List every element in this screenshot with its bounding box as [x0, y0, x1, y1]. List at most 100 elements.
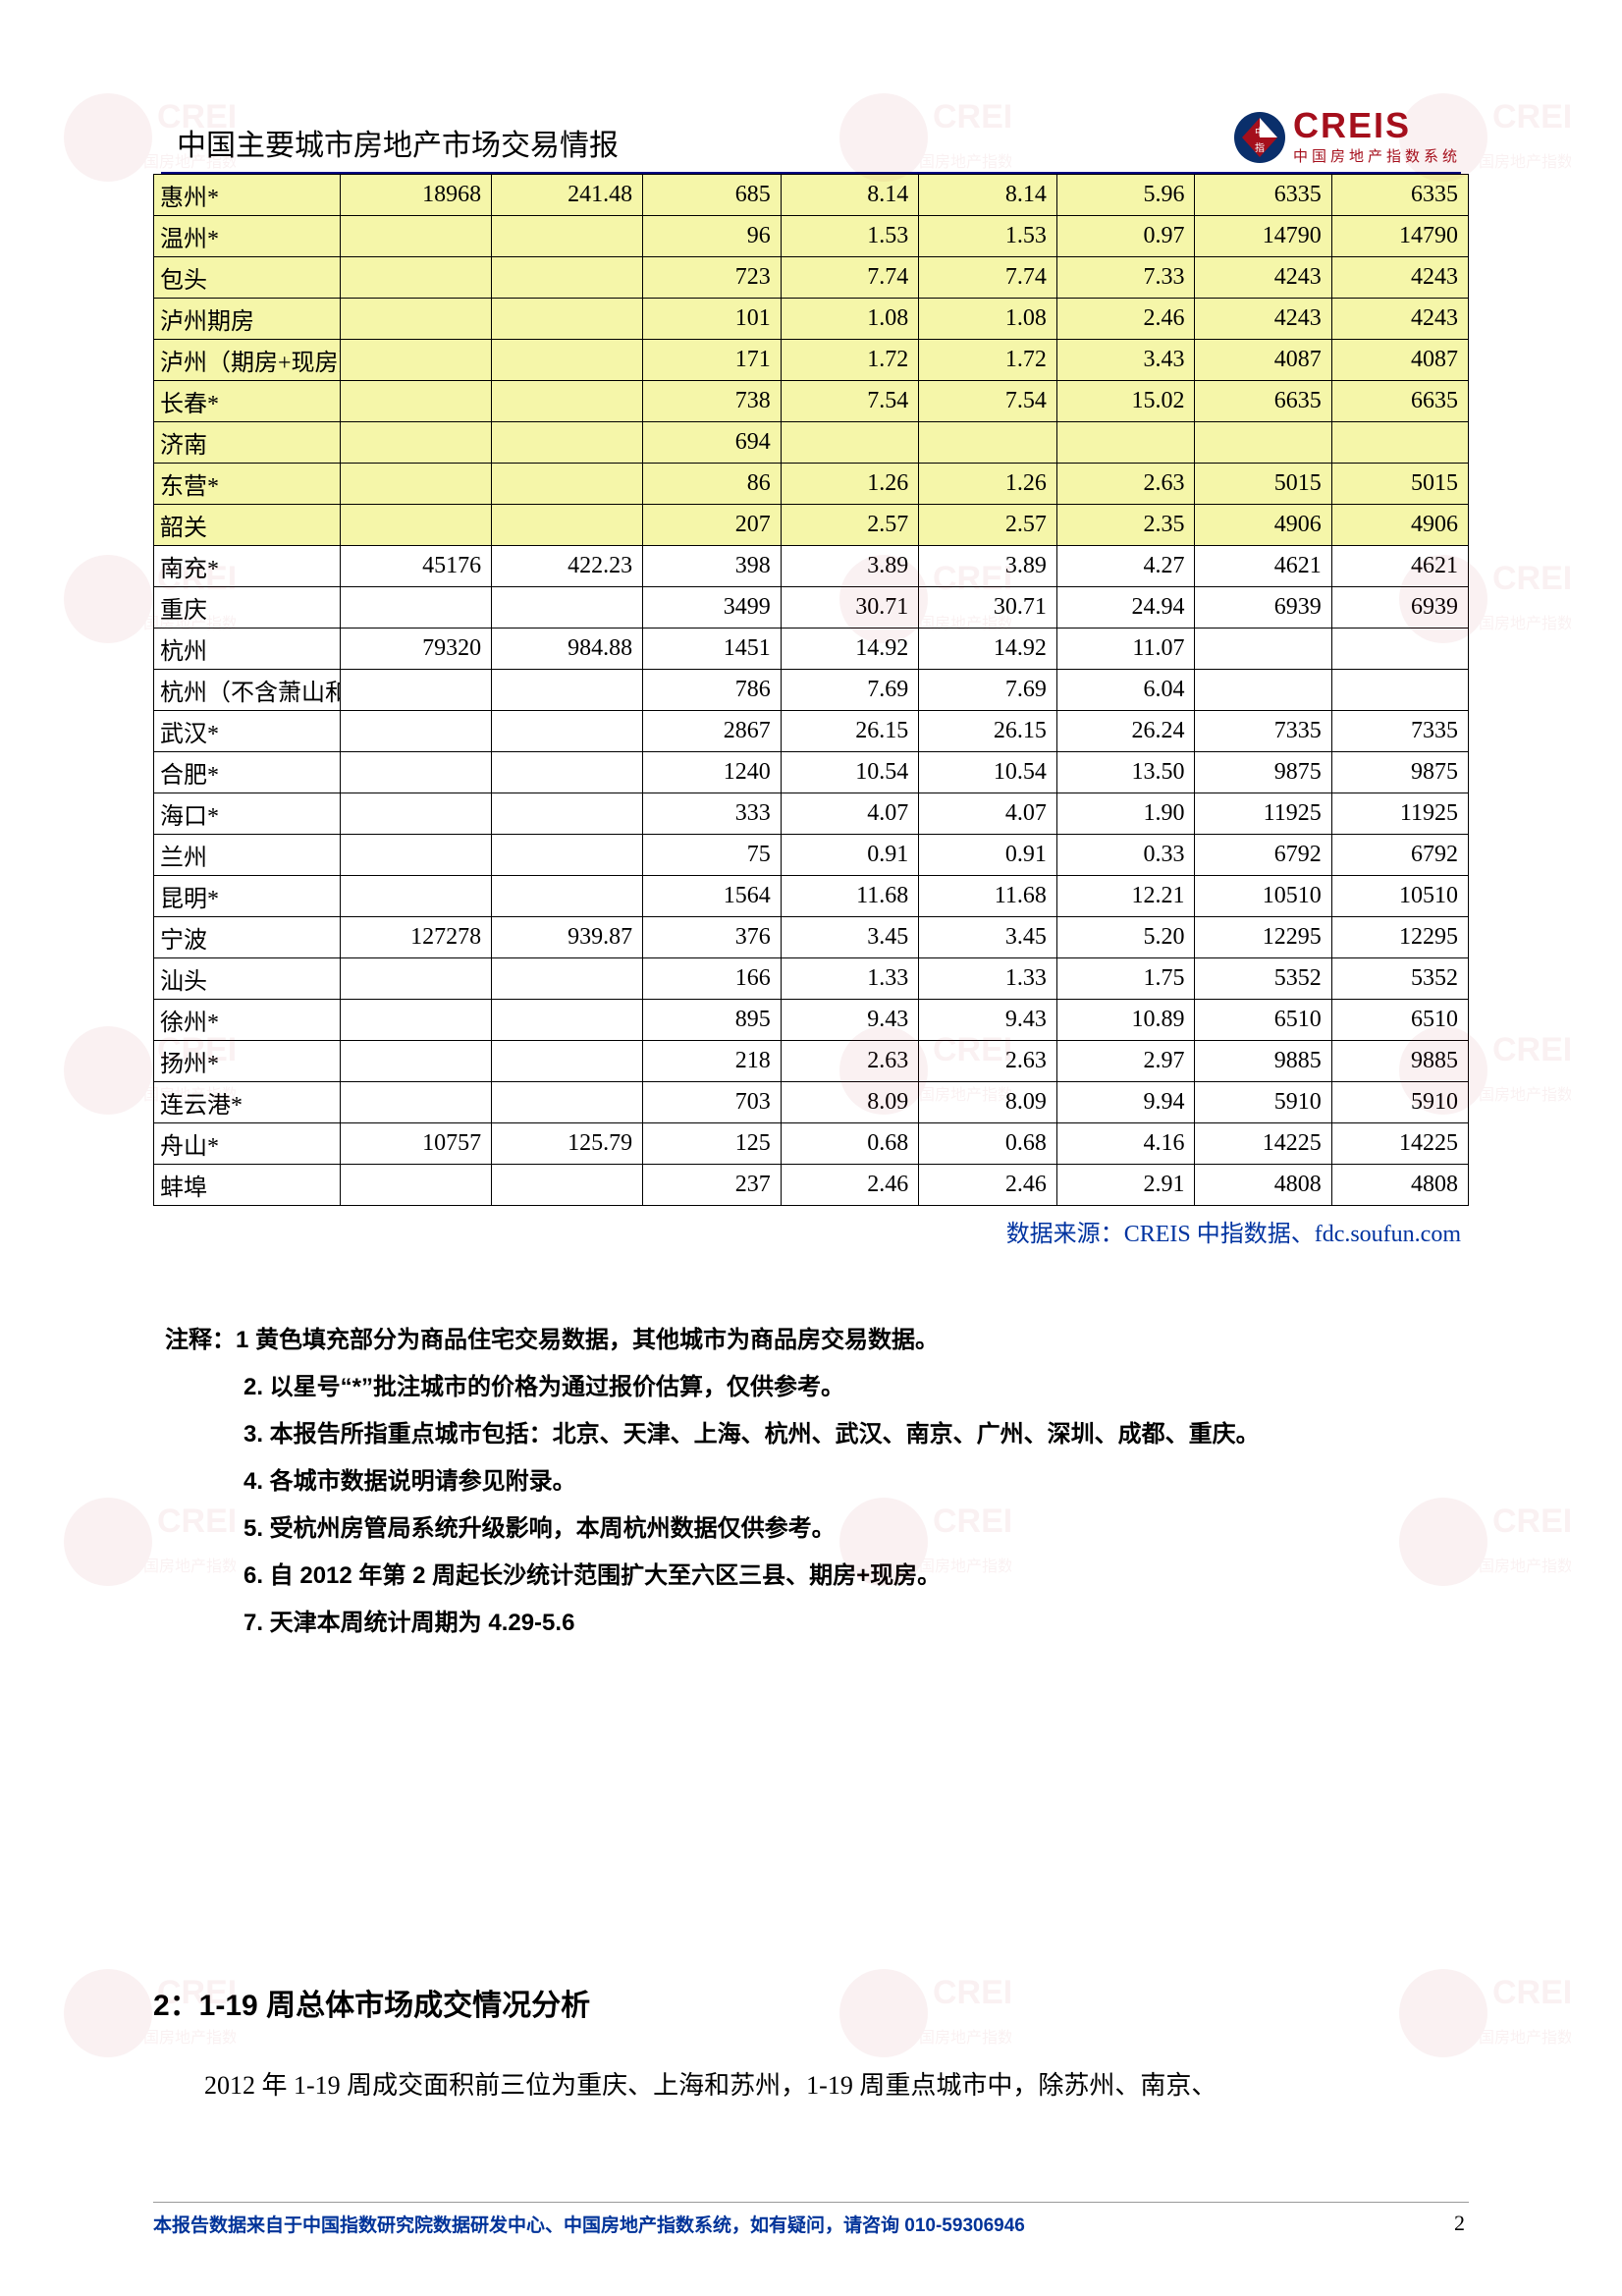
value-cell: 5015 [1195, 464, 1331, 505]
value-cell: 9885 [1331, 1041, 1468, 1082]
value-cell: 3.43 [1056, 340, 1195, 381]
city-cell: 海口* [154, 793, 341, 835]
value-cell: 7.54 [919, 381, 1057, 422]
value-cell: 3.45 [781, 917, 919, 958]
value-cell: 7.69 [919, 670, 1057, 711]
value-cell: 5910 [1331, 1082, 1468, 1123]
value-cell: 9.43 [781, 1000, 919, 1041]
note-line: 5. 受杭州房管局系统升级影响，本周杭州数据仅供参考。 [165, 1505, 1469, 1553]
value-cell: 5.96 [1056, 175, 1195, 216]
value-cell: 10.89 [1056, 1000, 1195, 1041]
value-cell: 12.21 [1056, 876, 1195, 917]
value-cell: 723 [643, 257, 782, 299]
city-cell: 武汉* [154, 711, 341, 752]
value-cell [492, 793, 643, 835]
city-cell: 南充* [154, 546, 341, 587]
value-cell [492, 422, 643, 464]
page-content: 中国主要城市房地产市场交易情报 中 指 CREIS 中国房地产指数系统 惠 [153, 108, 1469, 2109]
value-cell: 1451 [643, 629, 782, 670]
note-line: 7. 天津本周统计周期为 4.29-5.6 [165, 1600, 1469, 1647]
value-cell [1056, 422, 1195, 464]
value-cell: 207 [643, 505, 782, 546]
value-cell: 0.97 [1056, 216, 1195, 257]
value-cell: 101 [643, 299, 782, 340]
city-cell: 昆明* [154, 876, 341, 917]
table-row: 泸州期房1011.081.082.4642434243 [154, 299, 1469, 340]
value-cell: 14225 [1195, 1123, 1331, 1165]
value-cell: 2.35 [1056, 505, 1195, 546]
value-cell [341, 257, 492, 299]
value-cell: 3.89 [781, 546, 919, 587]
svg-text:中国房地产指数系统: 中国房地产指数系统 [1463, 2029, 1571, 2047]
value-cell [492, 1041, 643, 1082]
city-cell: 泸州期房 [154, 299, 341, 340]
value-cell: 8.14 [781, 175, 919, 216]
value-cell [492, 381, 643, 422]
value-cell [341, 752, 492, 793]
value-cell [492, 958, 643, 1000]
table-row: 包头7237.747.747.3342434243 [154, 257, 1469, 299]
svg-text:指: 指 [1255, 141, 1265, 154]
value-cell: 241.48 [492, 175, 643, 216]
value-cell: 6635 [1331, 381, 1468, 422]
value-cell [492, 876, 643, 917]
value-cell: 2.57 [781, 505, 919, 546]
page-number: 2 [1454, 2211, 1469, 2236]
value-cell: 127278 [341, 917, 492, 958]
city-cell: 济南 [154, 422, 341, 464]
value-cell [492, 670, 643, 711]
value-cell: 1.90 [1056, 793, 1195, 835]
body-paragraph: 2012 年 1-19 周成交面积前三位为重庆、上海和苏州，1-19 周重点城市… [153, 2063, 1469, 2109]
value-cell: 3499 [643, 587, 782, 629]
city-cell: 包头 [154, 257, 341, 299]
value-cell: 10757 [341, 1123, 492, 1165]
value-cell [1331, 629, 1468, 670]
city-cell: 合肥* [154, 752, 341, 793]
value-cell: 5.20 [1056, 917, 1195, 958]
value-cell: 1.53 [781, 216, 919, 257]
value-cell: 1.72 [781, 340, 919, 381]
value-cell: 3.45 [919, 917, 1057, 958]
value-cell: 1.33 [781, 958, 919, 1000]
header-row: 中国主要城市房地产市场交易情报 中 指 CREIS 中国房地产指数系统 [153, 108, 1469, 166]
value-cell: 4.07 [781, 793, 919, 835]
value-cell: 13.50 [1056, 752, 1195, 793]
value-cell: 5910 [1195, 1082, 1331, 1123]
value-cell: 398 [643, 546, 782, 587]
note-line: 注释：1 黄色填充部分为商品住宅交易数据，其他城市为商品房交易数据。 [165, 1317, 1469, 1364]
value-cell: 7.74 [781, 257, 919, 299]
value-cell: 422.23 [492, 546, 643, 587]
city-cell: 惠州* [154, 175, 341, 216]
city-cell: 舟山* [154, 1123, 341, 1165]
value-cell: 939.87 [492, 917, 643, 958]
city-cell: 徐州* [154, 1000, 341, 1041]
value-cell: 0.91 [781, 835, 919, 876]
table-row: 徐州*8959.439.4310.8965106510 [154, 1000, 1469, 1041]
value-cell: 14.92 [781, 629, 919, 670]
value-cell: 7.54 [781, 381, 919, 422]
creis-logo: 中 指 CREIS 中国房地产指数系统 [1232, 108, 1469, 166]
value-cell: 5352 [1331, 958, 1468, 1000]
city-cell: 韶关 [154, 505, 341, 546]
value-cell [492, 257, 643, 299]
value-cell: 7335 [1195, 711, 1331, 752]
table-row: 温州*961.531.530.971479014790 [154, 216, 1469, 257]
value-cell: 11925 [1331, 793, 1468, 835]
value-cell: 4906 [1195, 505, 1331, 546]
value-cell [781, 422, 919, 464]
value-cell: 96 [643, 216, 782, 257]
value-cell: 2.46 [1056, 299, 1195, 340]
note-line: 6. 自 2012 年第 2 周起长沙统计范围扩大至六区三县、期房+现房。 [165, 1553, 1469, 1600]
svg-text:中国房地产指数系统: 中国房地产指数系统 [1463, 1086, 1571, 1104]
value-cell: 2.46 [919, 1165, 1057, 1206]
value-cell: 26.15 [919, 711, 1057, 752]
table-row: 南充*45176422.233983.893.894.2746214621 [154, 546, 1469, 587]
value-cell [341, 1000, 492, 1041]
value-cell: 0.91 [919, 835, 1057, 876]
value-cell: 984.88 [492, 629, 643, 670]
value-cell: 4906 [1331, 505, 1468, 546]
value-cell: 30.71 [781, 587, 919, 629]
value-cell [341, 422, 492, 464]
source-label: 数据来源： [1006, 1222, 1124, 1247]
value-cell [341, 505, 492, 546]
